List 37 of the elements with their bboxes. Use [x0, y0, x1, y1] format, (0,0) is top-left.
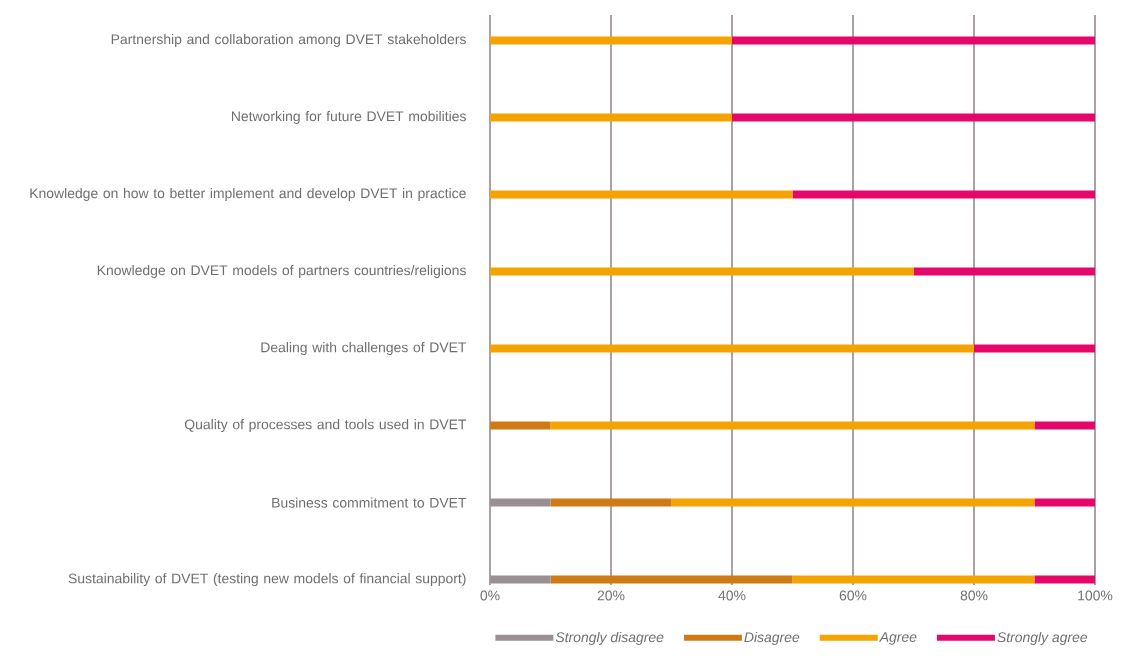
- bar: [792, 575, 1035, 584]
- legend-label: Strongly disagree: [555, 631, 664, 645]
- bar: [550, 575, 793, 584]
- legend-label: Disagree: [744, 631, 800, 645]
- x-tick-label: 0%: [480, 590, 500, 601]
- bar: [974, 344, 1096, 353]
- y-tick-label: Business commitment to DVET: [272, 497, 467, 508]
- y-tick-label: Networking for future DVET mobilities: [231, 110, 466, 124]
- bar: [732, 36, 1096, 45]
- y-tick-label: Dealing with challenges of DVET: [261, 342, 467, 356]
- bar: [490, 190, 793, 199]
- legend-label: Agree: [879, 632, 917, 645]
- bar: [1034, 498, 1096, 507]
- bar: [490, 36, 732, 45]
- bar: [671, 498, 1035, 507]
- x-tick-label: 60%: [839, 590, 867, 601]
- legend-label: Strongly agree: [997, 631, 1088, 645]
- bar: [1034, 575, 1096, 584]
- bar: [1034, 421, 1096, 430]
- x-tick-label: 80%: [960, 590, 988, 601]
- y-tick-label: Knowledge on DVET models of partners countries/religions: [97, 265, 466, 278]
- bar: [792, 190, 1096, 199]
- bar: [732, 113, 1096, 122]
- bar: [490, 344, 974, 353]
- bar: [490, 113, 732, 122]
- y-tick-label: Quality of processes and tools used in DVET: [184, 419, 467, 433]
- y-tick-label: Knowledge on how to better implement and develop DVET in practice: [30, 187, 466, 201]
- bar: [490, 421, 551, 430]
- x-tick-label: 20%: [597, 590, 625, 601]
- bar: [490, 267, 914, 276]
- bar: [550, 498, 672, 507]
- y-tick-label: Sustainability of DVET (testing new models of financial support): [68, 573, 466, 587]
- y-tick-label: Partnership and collaboration among DVET stakeholders: [111, 33, 466, 47]
- x-tick-label: 40%: [718, 590, 746, 601]
- bar: [913, 267, 1096, 276]
- bar: [550, 421, 1035, 430]
- x-tick-label: 100%: [1078, 590, 1113, 601]
